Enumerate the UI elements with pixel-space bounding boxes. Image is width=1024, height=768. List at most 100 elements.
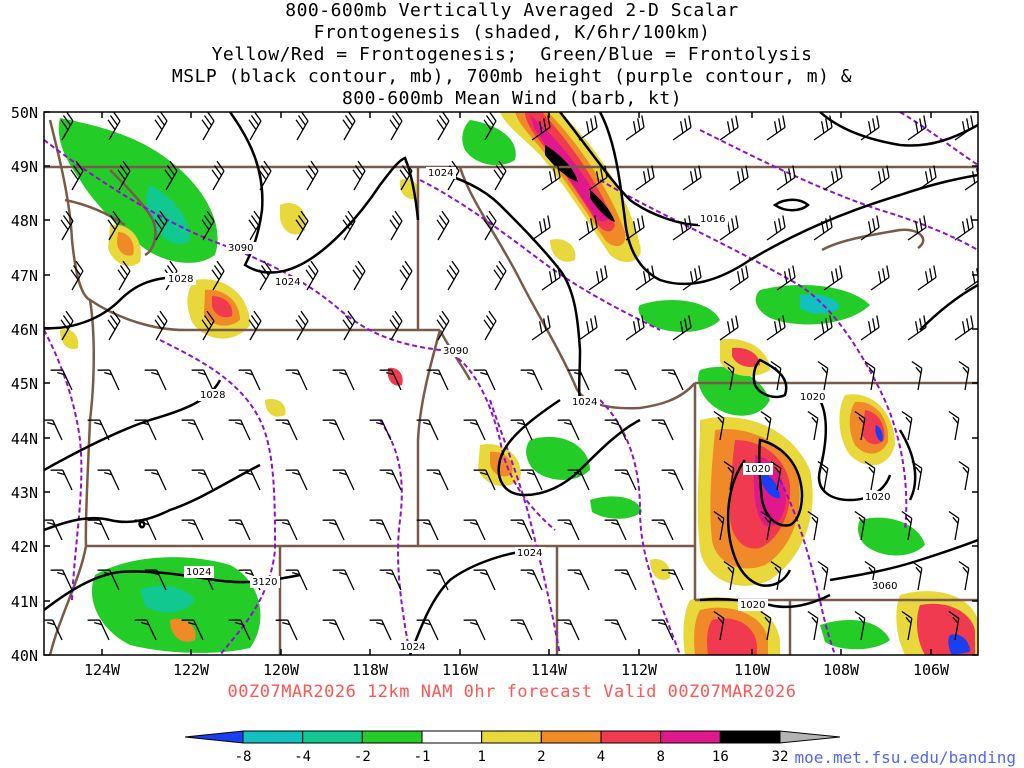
wind-barb: [651, 419, 674, 441]
wind-barb: [651, 619, 674, 641]
mslp-label-13: 1024: [400, 642, 425, 653]
wind-barb: [238, 369, 261, 391]
wind-barbs: [44, 112, 978, 641]
frontolysis-area-se-core: [948, 634, 970, 655]
frontogenesis-area-small1: [265, 399, 286, 417]
wind-barb: [483, 112, 497, 141]
frontogenesis-area-co-strong: [707, 618, 757, 655]
height-contour-1: [44, 139, 556, 531]
mslp-label-6: 1024: [572, 397, 597, 408]
wind-barb: [614, 369, 637, 391]
colorbar-label: 8: [656, 749, 664, 765]
frontogenesis-area-mt4-mod: [732, 347, 760, 367]
lake-outline: [821, 228, 925, 252]
frontogenesis-band-main-max: [545, 145, 615, 222]
wind-barb: [258, 260, 272, 291]
wind-barb: [823, 165, 843, 191]
wind-barb: [766, 115, 786, 141]
wind-barb: [766, 315, 786, 341]
colorbar-cell: [421, 730, 483, 744]
wind-barb: [144, 369, 167, 391]
wind-barb: [305, 260, 319, 291]
mslp-contour-9: [44, 463, 261, 532]
wind-barb: [228, 519, 251, 541]
wind-barb: [322, 619, 345, 641]
frontolysis-area-wy2: [857, 517, 925, 556]
height-contour-3: [159, 339, 277, 655]
wind-barb: [181, 419, 204, 441]
frontogenesis-area-small6: [650, 559, 671, 580]
wind-barb: [154, 210, 168, 241]
colorbar-cell: [660, 730, 721, 744]
wind-barb: [520, 569, 543, 591]
mslp-label-2: 1016: [700, 214, 725, 225]
lon-label: 106W: [913, 661, 950, 679]
wind-barb: [191, 369, 214, 391]
wind-barb: [729, 165, 749, 191]
wind-barb: [275, 519, 298, 541]
mslp-contour-5: [598, 112, 978, 286]
wind-barb: [651, 519, 674, 541]
wind-barb: [567, 369, 590, 391]
wind-barb: [332, 369, 355, 391]
lat-label: 45N: [11, 375, 38, 393]
wind-barb: [723, 360, 735, 391]
wind-barb: [948, 410, 960, 441]
mslp-label-10: 1024: [517, 548, 542, 559]
wind-barb: [807, 610, 819, 641]
wind-barb: [248, 112, 262, 141]
wind-barb: [134, 619, 157, 641]
wind-barb: [154, 112, 168, 141]
wind-barb: [860, 115, 880, 141]
wind-barb: [295, 210, 309, 241]
wind-barb: [436, 310, 450, 341]
wind-barb: [510, 419, 533, 441]
wind-barb: [510, 619, 533, 641]
frontolysis-area-wy-east-core: [875, 425, 883, 442]
wind-barb: [436, 112, 450, 141]
wind-barb: [911, 360, 923, 391]
source-credit: moe.met.fsu.edu/banding: [794, 748, 1016, 767]
colorbar-label: -8: [235, 749, 252, 765]
wa-coastline: [48, 119, 95, 655]
wind-barb: [87, 519, 110, 541]
wind-barb: [813, 315, 833, 341]
map-content: 1024 1016 1028 1024 1028 1024 1020 1020 …: [44, 112, 978, 655]
wind-barb: [60, 112, 74, 141]
wind-barb: [473, 469, 496, 491]
wind-barb: [97, 469, 120, 491]
wind-barb: [567, 469, 590, 491]
wind-barb: [958, 360, 970, 391]
wind-barb: [322, 519, 345, 541]
wind-barb: [578, 315, 598, 341]
wind-barb: [144, 569, 167, 591]
mslp-contour-8: [819, 112, 978, 147]
id-mt-border: [458, 166, 696, 410]
colorbar-cell: [719, 730, 781, 744]
wind-barb: [332, 569, 355, 591]
mslp-label-11: 1024: [186, 567, 211, 578]
frontolysis-area-id2: [590, 496, 642, 519]
colorbar-labels: -8 -4 -2 -1 1 2 4 8 16 32: [235, 749, 789, 765]
colorbar-cell: [361, 730, 423, 744]
lat-label: 40N: [11, 647, 38, 665]
wind-barb: [911, 560, 923, 591]
longitude-ticks: [101, 112, 932, 655]
height-contour-4: [419, 179, 661, 331]
wind-barb: [604, 619, 627, 641]
wind-barb: [682, 165, 702, 191]
wind-barb: [520, 369, 543, 391]
wind-barb: [248, 210, 262, 241]
lon-label: 120W: [263, 661, 300, 679]
mslp-contour-4: [429, 168, 582, 401]
wind-barb: [541, 265, 561, 291]
wind-barb: [44, 619, 63, 641]
height-label-4: 3060: [872, 581, 897, 592]
height-contour-9: [899, 112, 978, 166]
wind-barb: [917, 265, 937, 291]
wind-barb: [864, 360, 876, 391]
wind-barb: [389, 210, 403, 241]
colorbar-label: -4: [294, 749, 311, 765]
mslp-label-12: 1020: [740, 600, 765, 611]
